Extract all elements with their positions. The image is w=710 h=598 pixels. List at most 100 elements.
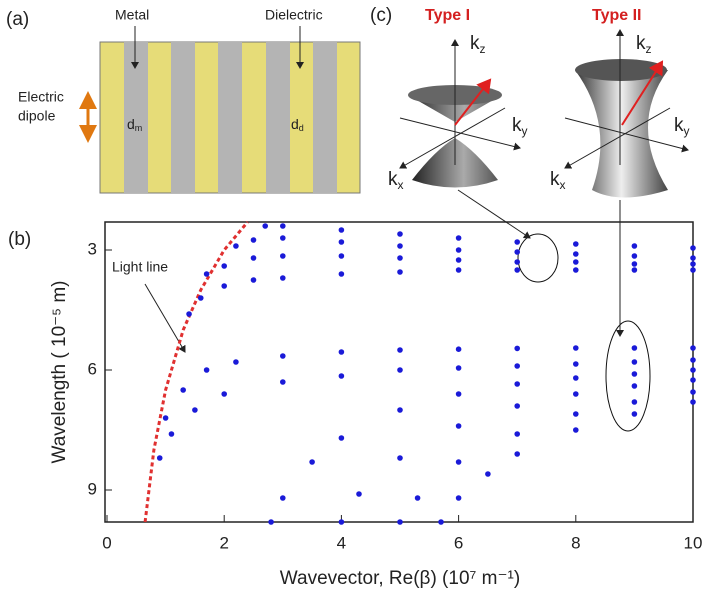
- mode-point: [280, 253, 286, 259]
- mode-point: [573, 259, 579, 265]
- symbol: k: [470, 33, 480, 54]
- symbol: k: [674, 115, 684, 136]
- mode-point: [690, 245, 696, 251]
- mode-point: [455, 267, 462, 273]
- mode-point: [338, 271, 345, 277]
- type-1: Type I: [425, 7, 470, 24]
- mode-point: [514, 345, 520, 352]
- mode-point: [514, 363, 520, 369]
- mode-point: [338, 349, 345, 355]
- mode-point: [455, 365, 462, 371]
- symbol: k: [512, 115, 522, 136]
- mode-point: [455, 423, 462, 429]
- mode-point: [280, 275, 286, 281]
- mode-point: [690, 345, 696, 351]
- mode-point: [690, 357, 696, 363]
- mode-point: [221, 263, 227, 269]
- mode-point: [455, 235, 462, 241]
- annotation: Light line: [112, 259, 168, 275]
- mode-point: [250, 255, 257, 261]
- mode-point: [455, 257, 462, 263]
- mode-point: [397, 367, 403, 373]
- arrow: [144, 283, 186, 353]
- sub: m: [135, 123, 143, 133]
- mode-point: [338, 253, 345, 259]
- panel-label: (b): [8, 229, 31, 250]
- mode-point: [338, 227, 345, 233]
- mode-point: [631, 371, 638, 377]
- mode-point: [573, 375, 579, 381]
- mode-point: [280, 223, 286, 229]
- metal-layers: [124, 42, 337, 193]
- mode-point: [455, 459, 462, 465]
- symbol: d: [127, 116, 135, 132]
- mode-point: [168, 431, 175, 437]
- mode-point: [631, 383, 638, 389]
- y-tick-label: 6: [88, 359, 97, 378]
- mode-point: [221, 283, 227, 289]
- dipole-label: Electric: [18, 89, 64, 105]
- mode-point: [203, 271, 210, 277]
- light-line: [143, 221, 249, 523]
- x-tick-label: 8: [571, 533, 580, 552]
- sub: x: [398, 178, 404, 192]
- panel-label: (a): [6, 9, 29, 30]
- mode-point: [631, 359, 638, 365]
- sub: d: [299, 123, 304, 133]
- kz: kz: [636, 33, 652, 56]
- dipole-label: dipole: [18, 108, 56, 124]
- mode-point: [514, 431, 520, 437]
- mode-point: [397, 255, 403, 261]
- mode-point: [280, 495, 286, 501]
- mode-point: [690, 267, 696, 273]
- kx: kx: [388, 169, 404, 192]
- wavevector: [621, 60, 664, 126]
- mode-point: [631, 411, 638, 417]
- panel-label: (c): [370, 5, 392, 26]
- x-tick-label: 6: [454, 533, 463, 552]
- mode-point: [233, 243, 239, 249]
- mode-point: [573, 267, 579, 273]
- mode-point: [397, 243, 403, 249]
- sub: z: [480, 42, 486, 56]
- mode-point: [414, 495, 421, 501]
- mode-point: [573, 391, 579, 397]
- mode-point: [573, 427, 579, 433]
- mode-point: [397, 231, 403, 237]
- mode-point: [162, 415, 169, 421]
- symbol: k: [636, 33, 646, 54]
- sub: z: [646, 42, 652, 56]
- axes: [564, 29, 689, 169]
- hyperboloid: [575, 70, 668, 198]
- mode-point: [397, 407, 403, 413]
- panel-a: (a) Metal Dielectric Electric dipole dm …: [6, 7, 361, 194]
- mode-point: [356, 491, 362, 497]
- mode-point: [309, 459, 315, 465]
- mode-point: [203, 367, 210, 373]
- mode-point: [338, 239, 345, 245]
- dielectric-label: Dielectric: [265, 7, 323, 23]
- mode-point: [397, 347, 403, 353]
- mode-point: [631, 261, 638, 267]
- sub: y: [522, 124, 528, 138]
- arrow: [457, 189, 531, 239]
- mode-point: [397, 269, 403, 275]
- mode-point: [455, 391, 462, 397]
- mode-point: [573, 251, 579, 257]
- y-axis-title: Wavelength ( 10⁻⁵ m): [49, 281, 70, 464]
- mode-point: [690, 399, 696, 405]
- mode-point: [250, 237, 257, 243]
- axes: [399, 39, 521, 169]
- mode-point: [192, 407, 198, 413]
- metal-label: Metal: [115, 7, 149, 23]
- mode-point: [573, 241, 579, 247]
- mode-point: [268, 519, 274, 525]
- highlight: [517, 233, 559, 283]
- mode-point: [280, 379, 286, 385]
- highlight: [605, 320, 651, 432]
- mode-point: [455, 346, 462, 353]
- mode-point: [573, 345, 579, 351]
- x-tick-label: 0: [102, 533, 111, 552]
- mode-point: [514, 381, 520, 387]
- mode-point: [233, 359, 239, 365]
